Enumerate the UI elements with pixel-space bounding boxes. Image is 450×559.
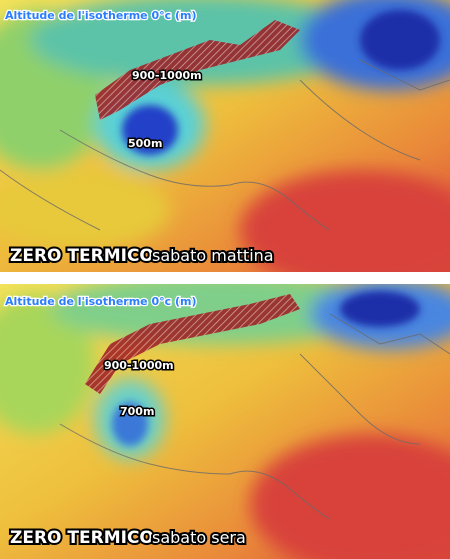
legend-title: Altitude de l'isotherme 0°c (m) bbox=[5, 9, 197, 22]
isotherm-label: 900-1000m bbox=[132, 69, 202, 82]
caption-time: sabato sera bbox=[152, 528, 246, 547]
map-panel: Altitude de l'isotherme 0°c (m) 900-1000… bbox=[0, 0, 450, 272]
caption-time: sabato mattina bbox=[152, 246, 274, 265]
legend-title: Altitude de l'isotherme 0°c (m) bbox=[5, 295, 197, 308]
caption-title: ZERO TERMICO bbox=[10, 528, 154, 548]
isotherm-label: 700m bbox=[120, 405, 154, 418]
isotherm-label: 900-1000m bbox=[104, 359, 174, 372]
caption-title: ZERO TERMICO bbox=[10, 246, 154, 266]
map-panel: Altitude de l'isotherme 0°c (m) 900-1000… bbox=[0, 284, 450, 559]
isotherm-label: 500m bbox=[128, 137, 162, 150]
